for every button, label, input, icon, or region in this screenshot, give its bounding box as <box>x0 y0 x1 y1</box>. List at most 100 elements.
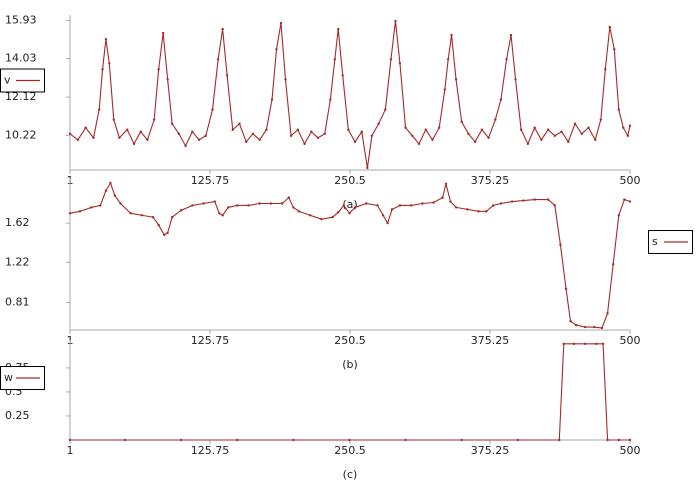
data-point <box>573 122 577 125</box>
data-point <box>438 126 441 129</box>
data-point <box>341 74 344 77</box>
data-point <box>499 98 503 101</box>
x-tick-label: 250.5 <box>334 334 366 347</box>
data-point <box>123 438 127 442</box>
data-point <box>460 438 463 442</box>
data-point <box>104 37 108 41</box>
data-point <box>244 140 248 144</box>
data-point <box>574 323 578 327</box>
data-point <box>443 88 447 91</box>
data-point <box>431 138 434 142</box>
data-point <box>323 132 326 135</box>
data-point <box>454 78 458 81</box>
data-point <box>608 25 611 29</box>
data-point <box>213 200 216 203</box>
data-point <box>225 74 229 77</box>
data-point <box>108 62 111 65</box>
data-point <box>151 216 155 219</box>
data-point <box>333 58 337 61</box>
data-point <box>129 212 132 215</box>
data-point <box>628 200 632 203</box>
data-point <box>166 78 169 81</box>
data-point <box>562 342 565 346</box>
data-point <box>211 108 214 111</box>
data-point <box>348 212 351 215</box>
data-point <box>409 204 413 207</box>
data-point <box>622 126 625 129</box>
data-point <box>68 212 72 215</box>
data-point <box>389 58 393 61</box>
data-point <box>381 214 385 217</box>
data-point <box>553 204 557 207</box>
data-point <box>269 202 273 205</box>
data-point <box>97 108 101 111</box>
x-tick-label: 125.75 <box>191 334 230 347</box>
x-tick-label: 500 <box>620 334 641 347</box>
data-point <box>606 438 609 442</box>
data-point <box>118 136 121 139</box>
data-point <box>202 202 205 205</box>
data-point <box>485 210 488 213</box>
data-point <box>526 142 530 146</box>
data-point <box>90 206 93 209</box>
data-point <box>139 130 142 133</box>
data-point <box>546 198 550 201</box>
data-point <box>101 68 104 71</box>
data-point <box>161 31 165 35</box>
x-tick-label: 375.25 <box>471 174 510 187</box>
data-point <box>287 196 291 199</box>
data-point <box>613 48 616 51</box>
data-point <box>216 58 220 61</box>
data-point <box>218 212 221 215</box>
data-point <box>558 438 561 442</box>
data-point <box>533 198 536 201</box>
x-axis-label: (b) <box>342 358 358 371</box>
data-point <box>337 211 340 214</box>
data-point <box>297 210 301 213</box>
data-point <box>477 210 480 213</box>
data-point <box>454 206 458 209</box>
data-point <box>398 204 402 207</box>
x-axis-label: (c) <box>343 468 358 481</box>
data-point <box>540 138 543 142</box>
data-point <box>546 128 550 131</box>
data-point <box>417 142 421 146</box>
y-tick-label: 15.93 <box>5 13 37 26</box>
data-point <box>446 58 450 61</box>
data-point <box>519 128 523 131</box>
data-point <box>280 202 284 205</box>
data-point <box>126 128 129 131</box>
data-point <box>522 199 525 202</box>
data-point <box>238 122 241 125</box>
data-point <box>450 33 453 37</box>
legend-label: v <box>4 74 11 87</box>
data-point <box>510 200 514 203</box>
data-point <box>184 144 187 148</box>
y-tick-label: 1.22 <box>5 255 30 268</box>
data-point <box>494 118 497 121</box>
data-point <box>617 214 620 217</box>
x-tick-label: 250.5 <box>334 174 366 187</box>
data-point <box>516 438 519 442</box>
data-point <box>284 78 287 81</box>
data-point <box>394 19 397 23</box>
y-tick-label: 14.03 <box>5 52 37 65</box>
data-line <box>70 343 630 441</box>
data-point <box>78 210 82 213</box>
x-tick-label: 1 <box>67 444 74 457</box>
data-line <box>69 181 631 329</box>
data-point <box>342 204 346 207</box>
data-point <box>177 132 181 135</box>
data-point <box>365 202 368 205</box>
data-point <box>104 189 108 192</box>
data-point <box>152 118 156 121</box>
data-point <box>595 342 598 346</box>
data-line <box>69 20 631 169</box>
data-point <box>580 132 583 135</box>
data-point <box>449 200 452 203</box>
data-point <box>132 142 136 146</box>
data-point <box>559 243 562 246</box>
data-point <box>572 342 576 346</box>
data-point <box>292 206 295 209</box>
data-point <box>84 126 87 129</box>
